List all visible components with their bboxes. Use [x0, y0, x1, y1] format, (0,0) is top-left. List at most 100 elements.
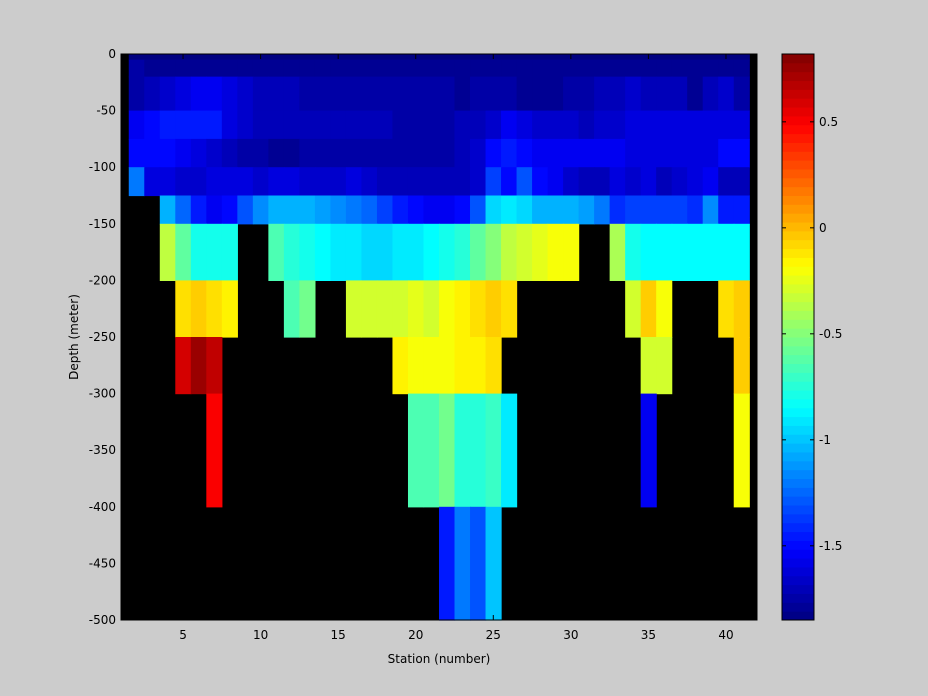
heatmap-cell [532, 138, 549, 168]
heatmap-cell [268, 110, 285, 140]
heatmap-cell [190, 195, 207, 225]
heatmap-cell [237, 195, 254, 225]
heatmap-cell [733, 223, 750, 281]
heatmap-cell [733, 195, 750, 225]
heatmap-cell [299, 59, 316, 78]
heatmap-cell [439, 195, 456, 225]
heatmap-cell [501, 393, 518, 508]
heatmap-cell [656, 223, 673, 281]
colorbar-step [782, 469, 814, 479]
heatmap-cell [501, 223, 518, 281]
x-tick-label: 40 [718, 628, 733, 642]
colorbar-step [782, 345, 814, 356]
heatmap-cell [423, 54, 440, 61]
colorbar-step [782, 239, 814, 250]
x-tick-label: 5 [179, 628, 187, 642]
heatmap-cell [454, 138, 471, 168]
heatmap-cell [392, 59, 409, 78]
heatmap-cell [656, 280, 673, 338]
colorbar-step [782, 540, 814, 550]
colorbar-tick-label: -1.5 [819, 539, 842, 553]
colorbar: 0.5 0 -0.5 -1 -1.5 [781, 53, 842, 621]
heatmap-cell [687, 195, 704, 225]
colorbar-step [782, 168, 814, 179]
heatmap-cell [314, 76, 332, 112]
heatmap-cell [299, 54, 316, 61]
y-tick-label: -500 [89, 613, 116, 627]
heatmap-cell [299, 76, 316, 112]
heatmap-cell [407, 110, 425, 140]
heatmap-cell [283, 54, 300, 61]
heatmap-cell [299, 138, 316, 168]
heatmap-cell [640, 167, 657, 197]
heatmap-cell [578, 76, 595, 112]
heatmap-cell [625, 54, 642, 61]
heatmap-cell [501, 167, 518, 197]
heatmap-cell [221, 110, 238, 140]
heatmap-cell [439, 138, 456, 168]
heatmap-cell [330, 138, 347, 168]
heatmap-cell [407, 167, 425, 197]
heatmap-cell [376, 110, 394, 140]
heatmap-cell [640, 195, 657, 225]
heatmap-cell [190, 337, 207, 395]
heatmap-cell [314, 138, 332, 168]
heatmap-cell [206, 59, 223, 78]
heatmap-cell [237, 54, 254, 61]
heatmap-cell [439, 506, 456, 621]
heatmap-cell [625, 167, 642, 197]
heatmap-cell [361, 223, 378, 281]
heatmap-cell [439, 337, 456, 395]
colorbar-step [782, 222, 814, 232]
heatmap-cell [314, 54, 332, 61]
colorbar-tick-label: 0.5 [819, 115, 838, 129]
heatmap-cell [702, 110, 719, 140]
heatmap-cell [656, 195, 673, 225]
heatmap-cell [687, 110, 704, 140]
heatmap-cell [283, 76, 300, 112]
x-tick-label: 35 [641, 628, 656, 642]
colorbar-step [782, 381, 814, 391]
y-tick-label: -350 [89, 443, 116, 457]
heatmap-cell [175, 76, 192, 112]
heatmap-cell [485, 110, 502, 140]
heatmap-cell [516, 138, 533, 168]
heatmap-cell [625, 76, 642, 112]
heatmap-cell [314, 167, 332, 197]
heatmap-cell [454, 76, 471, 112]
colorbar-tick-label: -0.5 [819, 327, 842, 341]
heatmap-cell [687, 167, 704, 197]
heatmap-cell [423, 76, 440, 112]
heatmap-cells [128, 54, 750, 621]
heatmap-cell [392, 195, 409, 225]
heatmap-cell [733, 110, 750, 140]
heatmap-cell [314, 195, 332, 225]
heatmap-cell [376, 195, 394, 225]
heatmap-cell [299, 223, 316, 281]
heatmap-cell [485, 506, 502, 621]
heatmap-cell [439, 54, 456, 61]
heatmap-cell [407, 337, 425, 395]
heatmap-cell [407, 59, 425, 78]
heatmap-cell [376, 54, 394, 61]
heatmap-cell [299, 195, 316, 225]
heatmap-cell [392, 223, 409, 281]
colorbar-step [782, 98, 814, 108]
heatmap-cell [501, 110, 518, 140]
heatmap-cell [128, 110, 145, 140]
heatmap-cell [609, 167, 626, 197]
heatmap-cell [501, 138, 518, 168]
heatmap-cell [190, 138, 207, 168]
heatmap-cell [702, 195, 719, 225]
y-tick-label: -250 [89, 330, 116, 344]
heatmap-cell [361, 110, 378, 140]
heatmap-cell [159, 167, 176, 197]
heatmap-cell [423, 110, 440, 140]
colorbar-step [782, 107, 814, 117]
heatmap-cell [454, 59, 471, 78]
heatmap-cell [671, 59, 688, 78]
heatmap-cell [206, 167, 223, 197]
heatmap-cell [702, 167, 719, 197]
colorbar-step [782, 566, 814, 577]
heatmap-cell [625, 223, 642, 281]
